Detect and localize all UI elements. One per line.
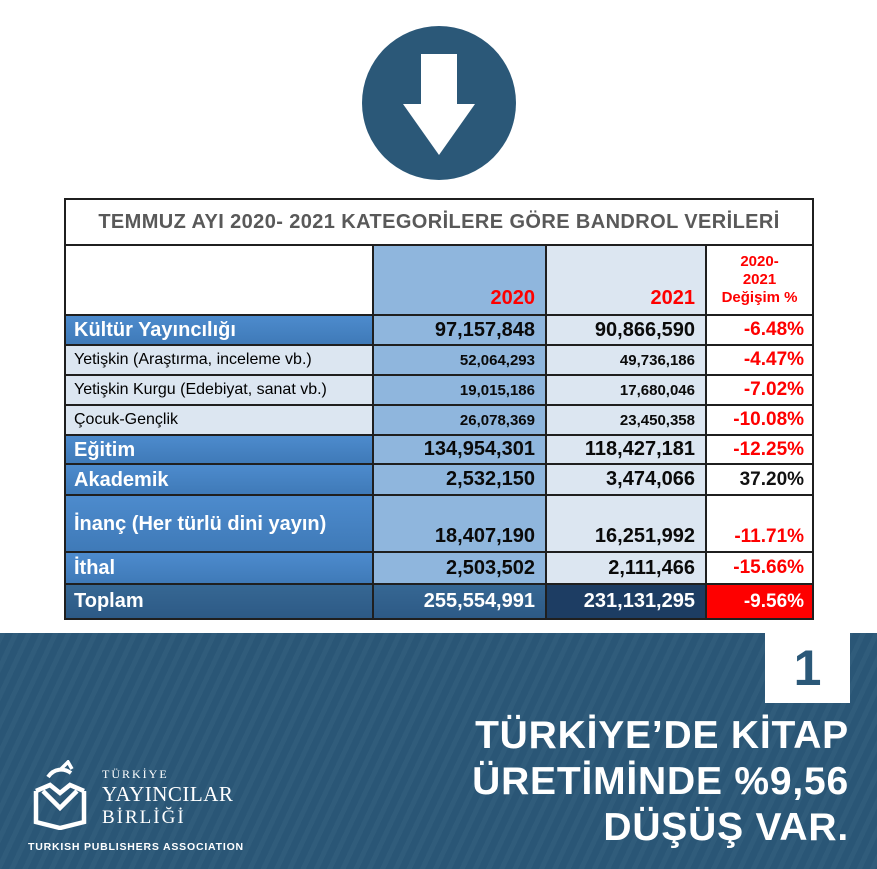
down-arrow-icon [360, 24, 518, 182]
table-title: TEMMUZ AYI 2020- 2021 KATEGORİLERE GÖRE … [63, 198, 815, 246]
row-label-cell: Yetişkin (Araştırma, inceleme vb.) [64, 344, 374, 376]
row-label-cell: Yetişkin Kurgu (Edebiyat, sanat vb.) [64, 374, 374, 406]
change-cell: -11.71% [704, 494, 815, 553]
change-cell: -12.25% [704, 434, 815, 465]
table-row: Yetişkin (Araştırma, inceleme vb.) 52,064… [64, 344, 815, 376]
headline: TÜRKİYE’DE KİTAP ÜRETİMİNDE %9,56 DÜŞÜŞ … [472, 713, 849, 851]
table-row: Toplam 255,554,991 231,131,295 -9.56% [64, 583, 815, 620]
page-number-badge: 1 [765, 633, 850, 703]
table-row: İthal 2,503,502 2,111,466 -15.66% [64, 551, 815, 585]
change-cell: -6.48% [704, 314, 815, 346]
row-label-cell: İnanç (Her türlü dini yayın) [64, 494, 374, 553]
footer-band: 1 TÜRKİYE’DE KİTAP ÜRETİMİNDE %9,56 DÜŞÜ… [0, 633, 877, 869]
logo-line-yayincilar: YAYINCILAR [102, 781, 234, 806]
column-header-2020: 2020 [372, 244, 547, 316]
row-label-cell: Çocuk-Gençlik [64, 404, 374, 436]
row-label-cell: Toplam [64, 583, 374, 620]
table-title-row: TEMMUZ AYI 2020- 2021 KATEGORİLERE GÖRE … [63, 198, 815, 246]
headline-line: TÜRKİYE’DE KİTAP [475, 714, 849, 757]
row-label-cell: Eğitim [64, 434, 374, 465]
value-2020-cell: 52,064,293 [372, 344, 547, 376]
change-cell: -15.66% [704, 551, 815, 585]
value-2020-cell: 18,407,190 [372, 494, 547, 553]
value-2021-cell: 3,474,066 [545, 463, 707, 496]
change-cell: -7.02% [704, 374, 815, 406]
change-cell: 37.20% [704, 463, 815, 496]
column-header-change: 2020- 2021 Değişim % [704, 244, 815, 316]
logo-subtitle: TURKISH PUBLISHERS ASSOCIATION [28, 841, 244, 853]
headline-line: DÜŞÜŞ VAR. [603, 806, 849, 849]
value-2020-cell: 255,554,991 [372, 583, 547, 620]
logo-line-turkiye: TÜRKİYE [102, 766, 169, 781]
value-2020-cell: 26,078,369 [372, 404, 547, 436]
value-2020-cell: 134,954,301 [372, 434, 547, 465]
value-2021-cell: 118,427,181 [545, 434, 707, 465]
value-2020-cell: 2,532,150 [372, 463, 547, 496]
table-row: Kültür Yayıncılığı 97,157,848 90,866,590 -6… [64, 314, 815, 346]
table-header-row: 2020 2021 2020- 2021 Değişim % [64, 244, 815, 316]
table-row: İnanç (Her türlü dini yayın) 18,407,190 16… [64, 494, 815, 553]
row-label-cell: İthal [64, 551, 374, 585]
value-2021-cell: 231,131,295 [545, 583, 707, 620]
change-cell: -10.08% [704, 404, 815, 436]
column-header-label [64, 244, 374, 316]
open-book-logo-icon [28, 759, 92, 835]
value-2021-cell: 90,866,590 [545, 314, 707, 346]
table-row: Eğitim 134,954,301 118,427,181 -12.25% [64, 434, 815, 465]
change-cell: -9.56% [704, 583, 815, 620]
publisher-logo: TÜRKİYE YAYINCILAR BİRLİĞİ TURKISH PUBLI… [28, 759, 244, 853]
value-2021-cell: 23,450,358 [545, 404, 707, 436]
headline-line: ÜRETİMİNDE %9,56 [472, 760, 849, 803]
table-row: Yetişkin Kurgu (Edebiyat, sanat vb.) 19,0… [64, 374, 815, 406]
table-row: Akademik 2,532,150 3,474,066 37.20% [64, 463, 815, 496]
value-2021-cell: 49,736,186 [545, 344, 707, 376]
bandrol-table: TEMMUZ AYI 2020- 2021 KATEGORİLERE GÖRE … [63, 198, 815, 620]
row-label-cell: Akademik [64, 463, 374, 496]
logo-line-birligi: BİRLİĞİ [102, 806, 186, 828]
value-2020-cell: 2,503,502 [372, 551, 547, 585]
value-2020-cell: 19,015,186 [372, 374, 547, 406]
value-2021-cell: 16,251,992 [545, 494, 707, 553]
value-2021-cell: 17,680,046 [545, 374, 707, 406]
value-2021-cell: 2,111,466 [545, 551, 707, 585]
column-header-2021: 2021 [545, 244, 707, 316]
row-label-cell: Kültür Yayıncılığı [64, 314, 374, 346]
change-cell: -4.47% [704, 344, 815, 376]
value-2020-cell: 97,157,848 [372, 314, 547, 346]
table-row: Çocuk-Gençlik 26,078,369 23,450,358 -10.08% [64, 404, 815, 436]
